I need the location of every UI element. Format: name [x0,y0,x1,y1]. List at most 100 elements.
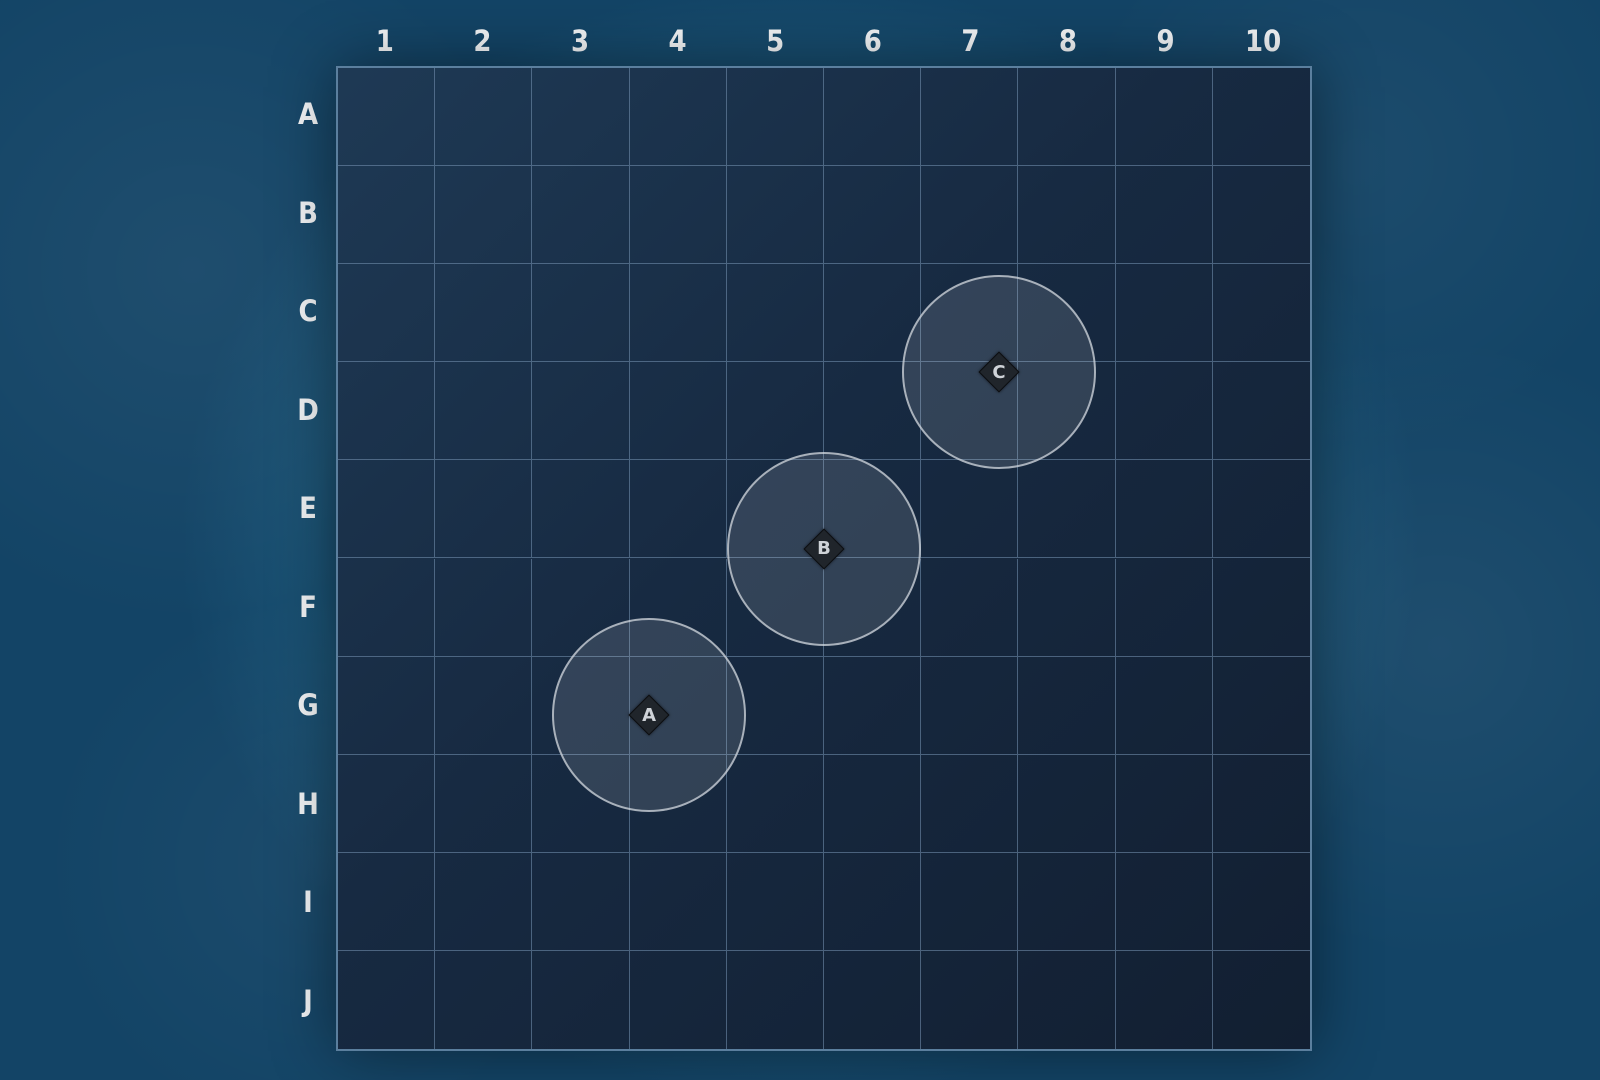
grid-cell[interactable] [435,852,533,951]
grid-cell[interactable] [338,656,436,755]
marker-label: A [642,704,656,726]
grid-cell[interactable] [921,166,1019,265]
grid-cell[interactable] [726,166,824,265]
grid-cell[interactable] [338,362,436,461]
grid-cell[interactable] [629,166,727,265]
grid-cell[interactable] [532,460,630,559]
grid-cell[interactable] [338,950,436,1049]
grid-cell[interactable] [629,852,727,951]
grid-cell[interactable] [726,264,824,363]
grid-cell[interactable] [921,754,1019,853]
row-label: A [297,98,319,133]
grid-cell[interactable] [1212,166,1310,265]
grid-cell[interactable] [338,460,436,559]
grid-cell[interactable] [629,68,727,167]
column-label: 7 [961,25,980,59]
grid-cell[interactable] [1116,950,1213,1049]
grid-cell[interactable] [435,264,533,363]
grid-cell[interactable] [1115,558,1213,657]
grid-cell[interactable] [1212,460,1310,559]
grid-cell[interactable] [1018,852,1116,951]
grid-cell[interactable] [435,460,533,559]
grid-cell[interactable] [532,362,630,461]
grid-cell[interactable] [1213,951,1310,1049]
grid-cell[interactable] [435,362,533,461]
grid-cell[interactable] [1018,754,1116,853]
grid-cell[interactable] [338,558,436,657]
grid-cell[interactable] [921,656,1019,755]
grid-cell[interactable] [630,950,727,1049]
grid-cell[interactable] [727,950,824,1049]
grid-cell[interactable] [1115,68,1213,167]
grid-cell[interactable] [726,656,824,755]
grid-cell[interactable] [1018,558,1116,657]
grid-cell[interactable] [435,950,533,1049]
column-label: 6 [863,25,882,59]
grid-cell[interactable] [532,852,630,951]
grid-cell[interactable] [824,166,922,265]
grid-cell[interactable] [1212,264,1310,363]
grid-cell[interactable] [1115,656,1213,755]
grid-cell[interactable] [629,264,727,363]
grid-cell[interactable] [921,950,1019,1049]
grid-cell[interactable] [921,68,1019,167]
grid-cell[interactable] [1115,754,1213,853]
grid-cell[interactable] [532,950,630,1049]
grid-cell[interactable] [824,852,922,951]
grid-cell[interactable] [532,68,630,167]
grid-cell[interactable] [824,754,922,853]
grid-cell[interactable] [338,68,436,167]
grid-cell[interactable] [532,264,630,363]
grid-cell[interactable] [824,68,922,167]
marker-label: C [992,361,1006,383]
grid-cell[interactable] [338,754,436,853]
grid-cell[interactable] [435,656,533,755]
grid-cell[interactable] [1115,460,1213,559]
grid-cell[interactable] [338,852,436,951]
grid-cell[interactable] [435,68,533,167]
grid-cell[interactable] [338,264,436,363]
grid-cell[interactable] [1212,657,1310,755]
grid-cell[interactable] [1018,460,1116,559]
grid-cell[interactable] [921,558,1019,657]
grid-cell[interactable] [726,852,824,951]
grid-cell[interactable] [726,362,824,461]
grid-cell[interactable] [629,754,727,853]
grid-cell[interactable] [1115,852,1213,951]
column-labels: 1 2 3 4 5 6 7 8 9 10 [336,22,1312,62]
grid-cell[interactable] [532,166,630,265]
grid-cell[interactable] [1018,68,1116,167]
grid-cell[interactable] [1212,362,1310,461]
grid-cell[interactable] [1212,853,1310,951]
grid-cell[interactable] [1115,264,1213,363]
grid-cell[interactable] [921,460,1019,559]
grid-cell[interactable] [1018,950,1116,1049]
grid-cell[interactable] [338,166,436,265]
row-labels: A B C D E F G H I J [290,66,326,1051]
grid-cell[interactable] [1212,68,1310,167]
grid-cell[interactable] [629,362,727,461]
grid-cell[interactable] [435,166,533,265]
unit-marker[interactable]: A [628,694,670,736]
row-label: H [297,787,319,822]
grid-cell[interactable] [824,656,922,755]
grid-cell[interactable] [1018,166,1116,265]
grid-cell[interactable] [435,754,533,853]
column-label: 3 [570,25,590,59]
grid-cell[interactable] [1212,755,1310,853]
grid-cell[interactable] [1018,362,1116,461]
unit-marker[interactable]: B [803,528,845,570]
unit-marker[interactable]: C [978,351,1020,393]
grid-cell[interactable] [1115,362,1213,461]
grid-cell[interactable] [1212,559,1310,657]
game-board[interactable]: A B C [336,66,1312,1051]
grid-cell[interactable] [726,754,824,853]
grid-cell[interactable] [435,558,533,657]
grid-cell[interactable] [824,558,922,657]
grid-cell[interactable] [824,950,922,1049]
grid-cell[interactable] [921,852,1019,951]
grid-cell[interactable] [629,460,727,559]
grid-cell[interactable] [726,68,824,167]
grid-cell[interactable] [1115,166,1213,265]
grid-cell[interactable] [1018,656,1116,755]
